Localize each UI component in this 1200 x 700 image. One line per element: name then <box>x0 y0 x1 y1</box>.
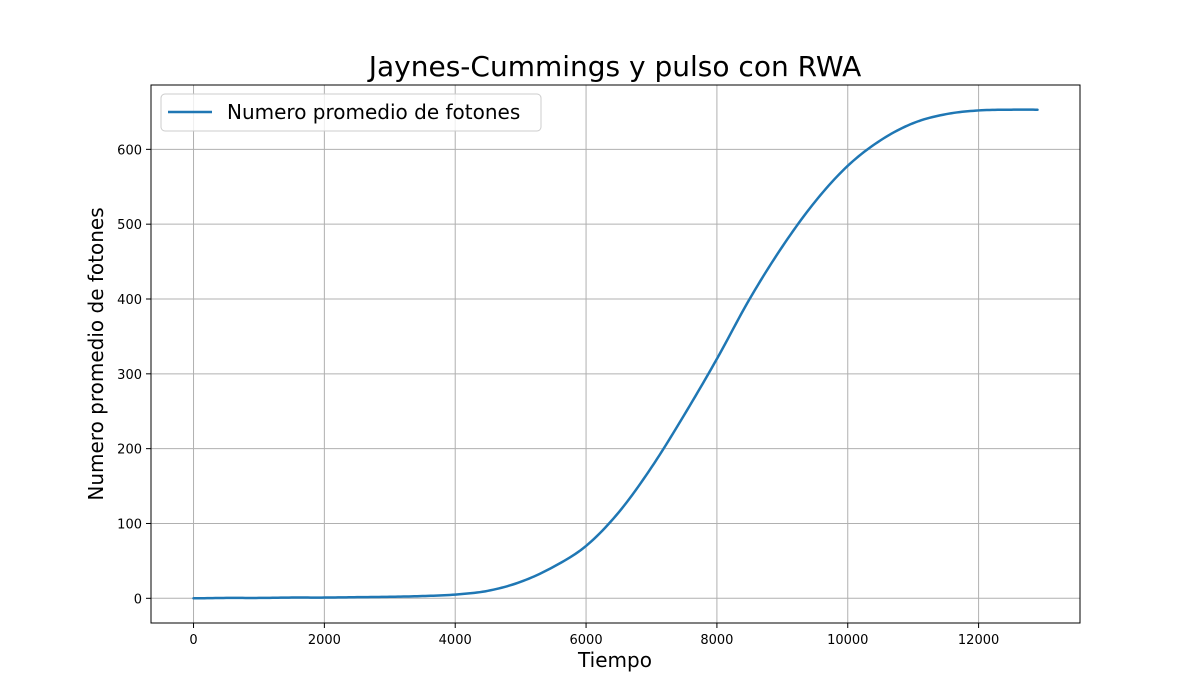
x-tick-label: 6000 <box>570 633 603 648</box>
y-tick-label: 600 <box>117 143 142 158</box>
x-tick-label: 10000 <box>827 633 868 648</box>
x-tick-label: 2000 <box>308 633 341 648</box>
x-tick-label: 0 <box>189 633 197 648</box>
legend-box <box>160 93 542 132</box>
x-axis-ticks: 0 2000 4000 6000 8000 10000 12000 <box>189 623 999 648</box>
y-tick-label: 500 <box>117 218 142 233</box>
y-tick-label: 200 <box>117 443 142 458</box>
chart-title: Jaynes-Cummings y pulso con RWA <box>367 50 861 83</box>
y-tick-label: 0 <box>134 592 142 607</box>
y-tick-label: 300 <box>117 368 142 383</box>
x-axis-title: Tiempo <box>577 648 652 672</box>
legend-label: Numero promedio de fotones <box>227 100 520 124</box>
series-line <box>192 108 1039 600</box>
plot-background <box>151 85 1080 623</box>
plot-area <box>150 84 1081 624</box>
x-tick-label: 4000 <box>439 633 472 648</box>
y-axis-ticks: 0 100 200 300 400 500 600 <box>117 143 151 607</box>
legend: Numero promedio de fotones <box>160 93 542 132</box>
y-tick-label: 400 <box>117 293 142 308</box>
plot-frame <box>150 84 1081 624</box>
y-tick-label: 100 <box>117 517 142 532</box>
y-axis-title: Numero promedio de fotones <box>84 207 108 500</box>
x-tick-label: 12000 <box>958 633 999 648</box>
x-tick-label: 8000 <box>700 633 733 648</box>
grid-x <box>193 85 980 623</box>
